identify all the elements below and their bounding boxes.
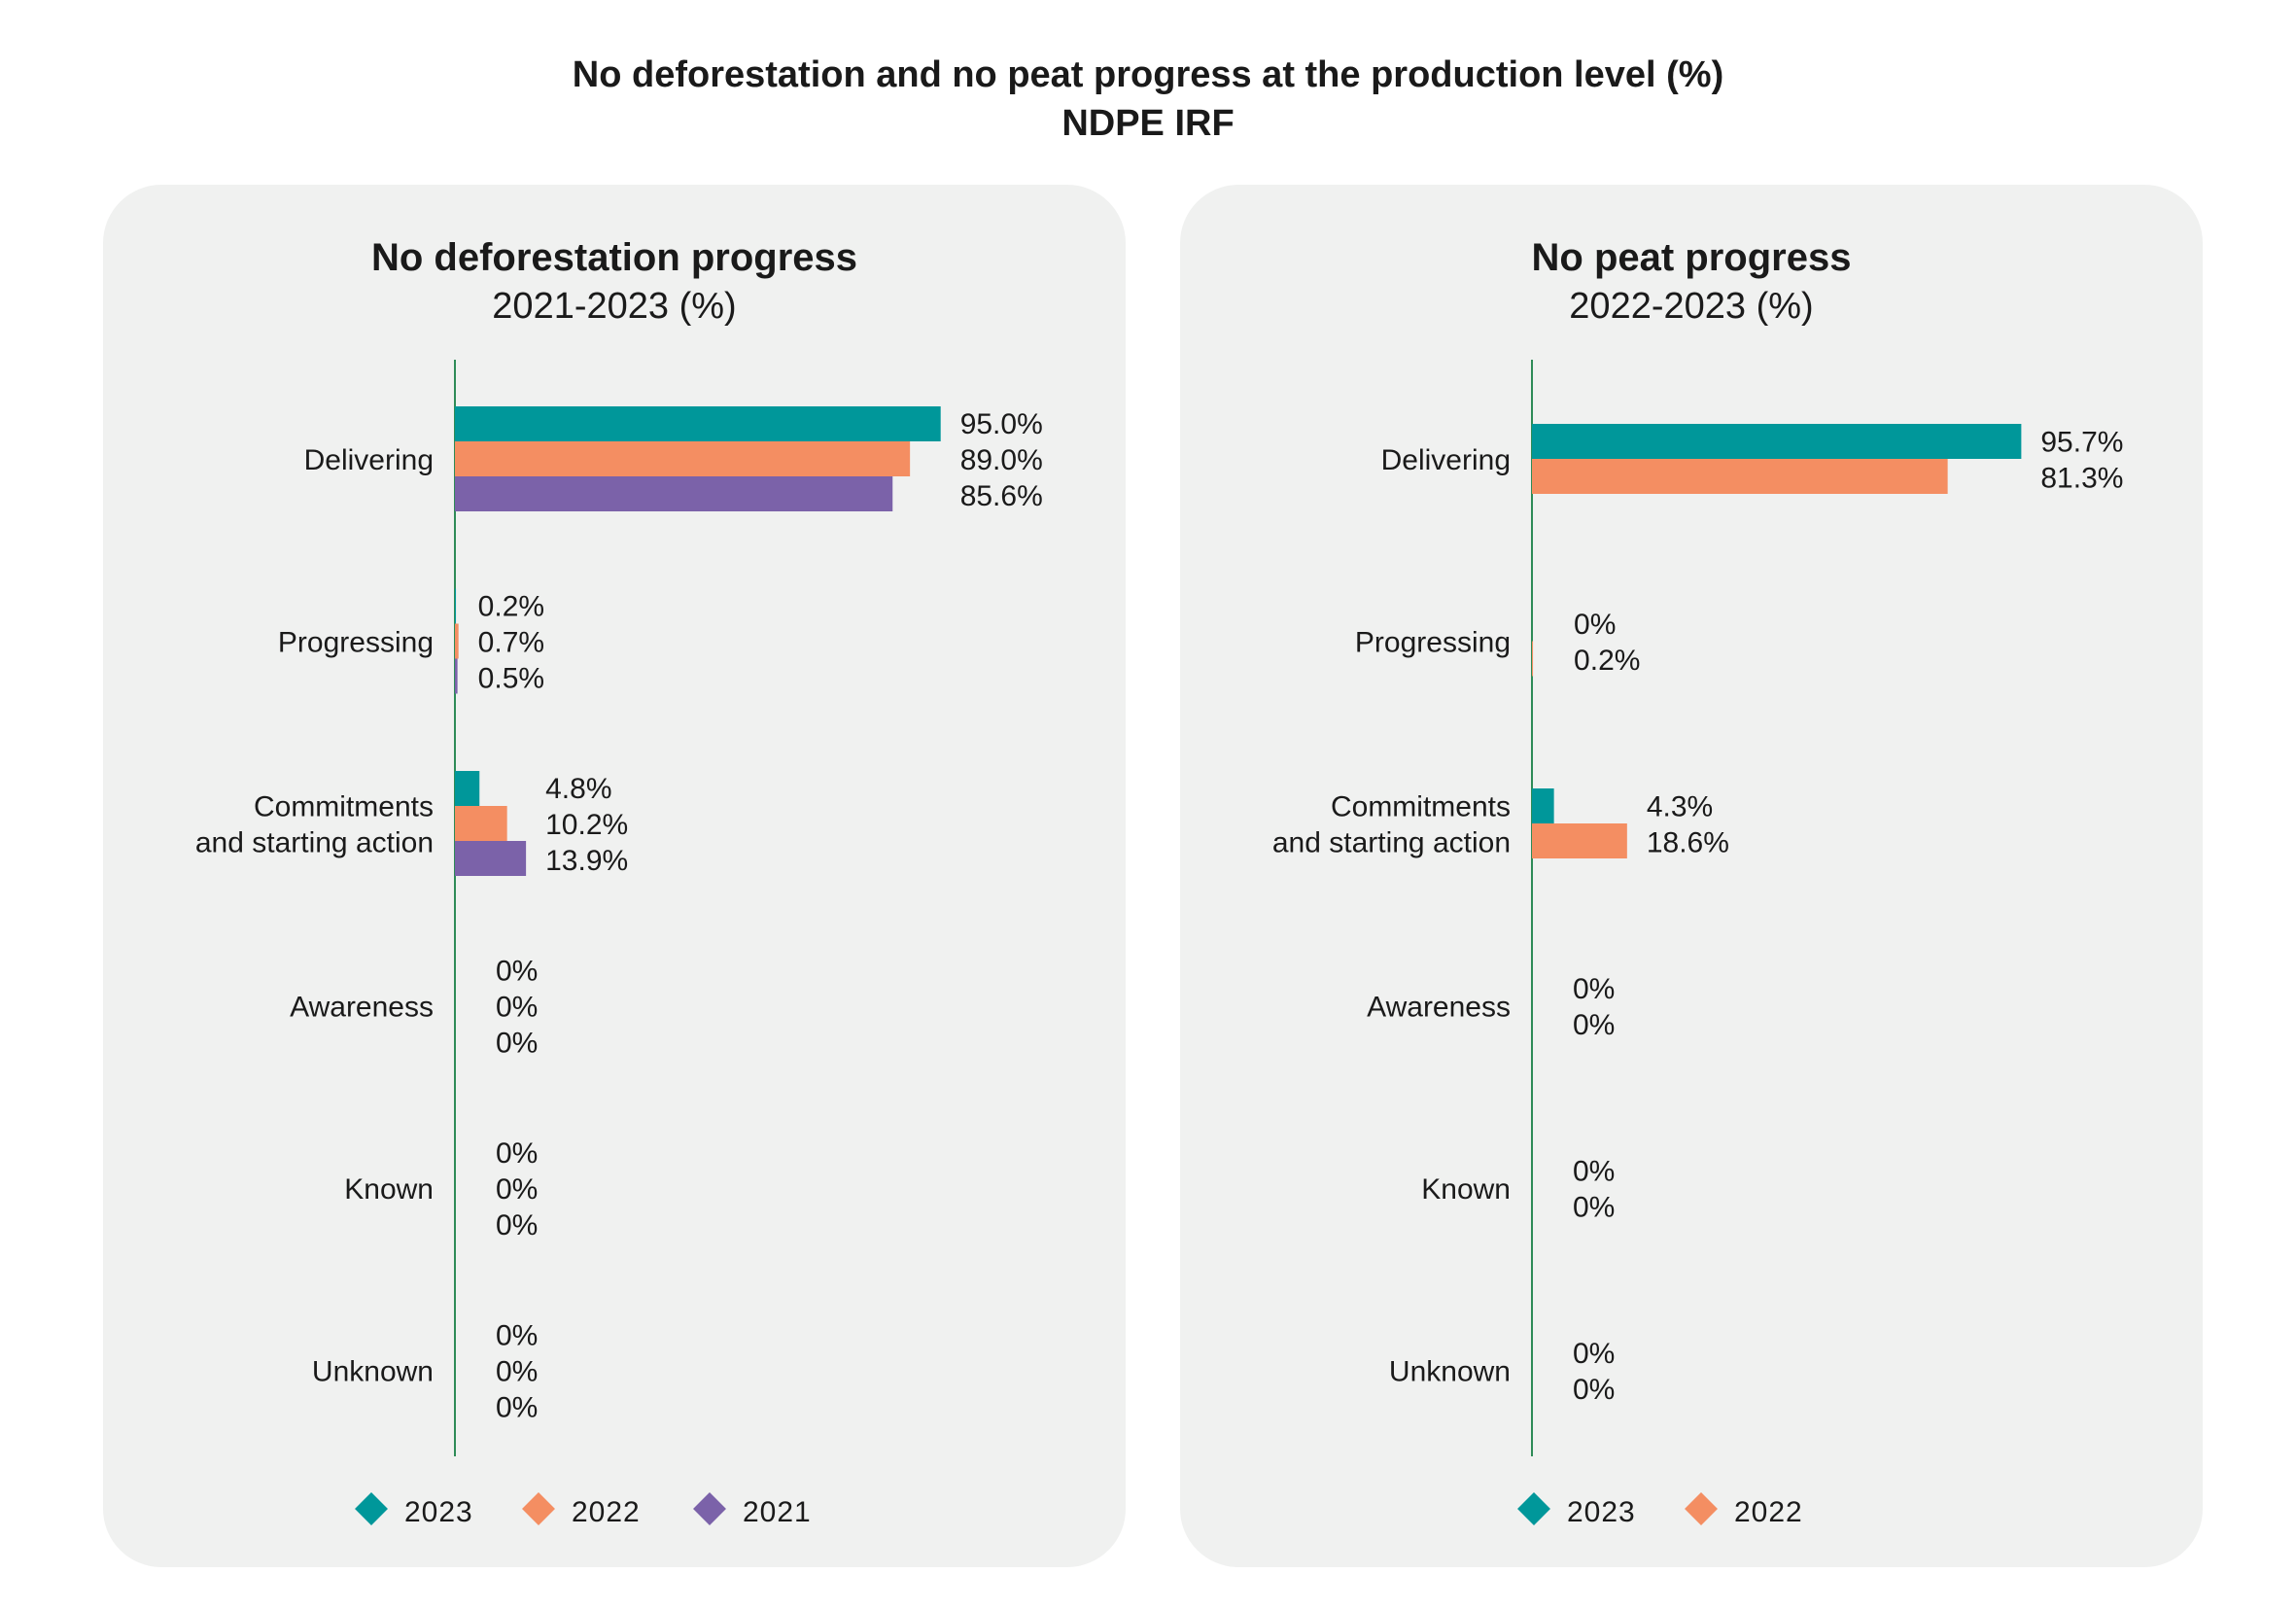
bar-2022 [455, 623, 459, 659]
category-label: Known [344, 1173, 434, 1206]
legend-label-2022: 2022 [1734, 1496, 1803, 1528]
legend-marker-2021 [693, 1492, 726, 1525]
chart-plot-peat: Delivering 95.7% 81.3% Progressing 0% 0.2% Com… [1272, 360, 2123, 1528]
chart-plot-deforestation: Delivering 95.0% 89.0% 85.6% Progressing 0.2%… [195, 360, 1043, 1528]
category-label: Awareness [1367, 992, 1511, 1024]
main-title: No deforestation and no peat progress at… [0, 51, 2296, 148]
data-label-2023: 0% [496, 956, 538, 988]
bar-2023 [1532, 424, 2022, 459]
main-title-line-1: No deforestation and no peat progress at… [572, 54, 1724, 95]
data-label-2023: 4.8% [545, 773, 611, 805]
bar-2023 [455, 406, 941, 441]
data-label-2021: 0% [496, 1392, 538, 1424]
category-label: Awareness [290, 992, 434, 1024]
chart-panel-peat: No peat progress 2022-2023 (%) Deliverin… [1180, 185, 2203, 1567]
legend-marker-2023 [1517, 1492, 1550, 1525]
data-label-2022: 0% [1573, 1192, 1615, 1224]
chart-subtitle: 2021-2023 (%) [492, 286, 737, 327]
data-label-2022: 0% [496, 992, 538, 1024]
bar-2023 [455, 771, 480, 806]
bar-2021 [455, 476, 893, 511]
data-label-2022: 10.2% [545, 809, 628, 841]
category-label: Commitments and starting action [195, 791, 434, 859]
data-label-2022: 0% [496, 1173, 538, 1206]
data-label-2021: 85.6% [960, 480, 1043, 512]
bar-2022 [1532, 641, 1534, 677]
data-label-2023: 0.2% [478, 591, 544, 623]
legend-marker-2022 [522, 1492, 555, 1525]
data-label-2022: 0% [496, 1356, 538, 1388]
data-label-2022: 0% [1573, 1009, 1615, 1041]
data-label-2022: 0.7% [478, 627, 544, 659]
bar-2022 [455, 806, 507, 841]
legend-label-2023: 2023 [1567, 1496, 1636, 1528]
chart-title: No deforestation progress [370, 236, 858, 279]
data-label-2023: 0% [1573, 1156, 1615, 1188]
data-label-2022: 0% [1573, 1374, 1615, 1406]
data-label-2023: 4.3% [1647, 791, 1713, 823]
data-label-2023: 0% [1574, 609, 1616, 641]
data-label-2022: 89.0% [960, 444, 1043, 476]
bar-2022 [1532, 823, 1627, 858]
chart-panel-deforestation: No deforestation progress 2021-2023 (%) … [103, 185, 1126, 1567]
bar-2023 [1532, 788, 1554, 823]
data-label-2021: 0% [496, 1028, 538, 1060]
legend-marker-2022 [1685, 1492, 1718, 1525]
data-label-2022: 81.3% [2040, 463, 2123, 495]
data-label-2021: 0.5% [478, 663, 544, 695]
category-label: Delivering [1381, 444, 1511, 476]
chart-subtitle: 2022-2023 (%) [1569, 286, 1814, 327]
category-label: Unknown [1389, 1356, 1511, 1388]
legend-label-2021: 2021 [743, 1496, 812, 1528]
bar-2021 [455, 658, 458, 694]
chart-title: No peat progress [1531, 236, 1852, 279]
category-label: Progressing [1355, 627, 1511, 659]
bar-2023 [455, 588, 457, 624]
category-label: Delivering [304, 444, 434, 476]
category-label: Progressing [278, 627, 434, 659]
data-label-2021: 13.9% [545, 845, 628, 877]
data-label-2022: 0.2% [1574, 645, 1640, 677]
main-title-line-2: NDPE IRF [1061, 103, 1235, 144]
data-label-2023: 95.7% [2040, 427, 2123, 459]
bar-2021 [455, 841, 527, 876]
data-label-2023: 0% [1573, 1338, 1615, 1370]
data-label-2023: 0% [1573, 973, 1615, 1005]
bar-2022 [455, 441, 911, 476]
bar-2022 [1532, 459, 1948, 494]
legend-label-2023: 2023 [404, 1496, 473, 1528]
data-label-2023: 95.0% [960, 408, 1043, 440]
data-label-2021: 0% [496, 1209, 538, 1241]
data-label-2023: 0% [496, 1320, 538, 1352]
legend-marker-2023 [355, 1492, 388, 1525]
data-label-2022: 18.6% [1647, 827, 1729, 859]
data-label-2023: 0% [496, 1137, 538, 1170]
legend-label-2022: 2022 [572, 1496, 641, 1528]
category-label: Commitments and starting action [1272, 791, 1511, 859]
category-label: Unknown [312, 1356, 434, 1388]
category-label: Known [1421, 1173, 1511, 1206]
